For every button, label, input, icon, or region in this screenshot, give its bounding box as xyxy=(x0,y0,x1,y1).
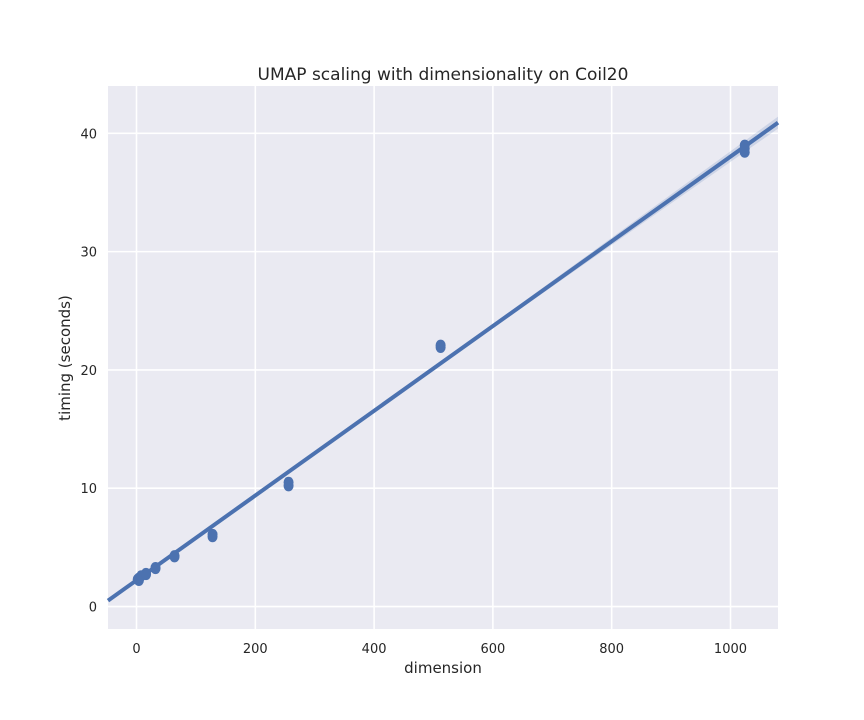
y-tick-label: 40 xyxy=(80,127,97,142)
data-point xyxy=(169,550,180,562)
y-axis-label: timing (seconds) xyxy=(56,295,74,421)
y-axis-ticks: 0 10 20 30 40 xyxy=(80,127,97,615)
y-tick-label: 0 xyxy=(89,601,97,616)
regression-fit xyxy=(106,116,780,603)
x-tick-label: 400 xyxy=(362,642,387,657)
plot-area xyxy=(108,86,778,629)
x-tick-label: 0 xyxy=(132,642,140,657)
data-point xyxy=(141,567,152,579)
x-tick-label: 800 xyxy=(599,642,624,657)
y-tick-label: 30 xyxy=(80,246,97,261)
x-axis-ticks: 0 200 400 600 800 1000 xyxy=(132,642,747,657)
y-tick-label: 20 xyxy=(80,364,97,379)
data-point xyxy=(283,476,294,488)
data-points xyxy=(132,139,750,586)
x-tick-label: 600 xyxy=(480,642,505,657)
grid xyxy=(108,86,778,629)
regression-line xyxy=(106,121,780,603)
x-tick-label: 200 xyxy=(243,642,268,657)
y-tick-label: 10 xyxy=(80,482,97,497)
data-point xyxy=(207,528,218,540)
data-point xyxy=(739,139,750,151)
x-axis-label: dimension xyxy=(404,659,482,677)
data-point xyxy=(150,561,161,573)
data-point xyxy=(435,339,446,351)
chart-title: UMAP scaling with dimensionality on Coil… xyxy=(258,65,629,85)
x-tick-label: 1000 xyxy=(714,642,747,657)
